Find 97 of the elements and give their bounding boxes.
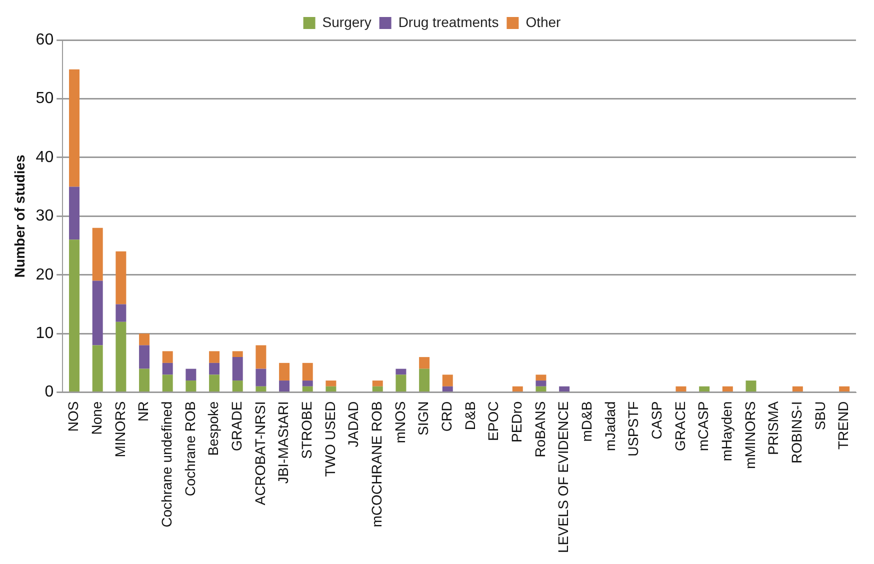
bar	[559, 386, 570, 392]
x-tick-label: PEDro	[508, 401, 524, 443]
bar	[116, 251, 126, 304]
x-tick-label: mD&B	[578, 401, 594, 442]
bar	[536, 380, 546, 386]
x-tick-label: CRD	[438, 401, 454, 432]
bar	[69, 186, 80, 240]
bar	[139, 345, 150, 369]
x-tick-label: TWO USED	[322, 401, 338, 477]
bar	[442, 374, 453, 386]
y-tick-label: 30	[36, 208, 54, 225]
bar	[69, 240, 80, 392]
bar	[232, 357, 243, 381]
bar	[186, 380, 196, 392]
y-axis-title: Number of studies	[11, 154, 28, 278]
bar	[419, 368, 430, 392]
bar	[839, 386, 850, 392]
bar	[209, 362, 220, 375]
bar	[279, 380, 290, 392]
bar	[232, 380, 243, 392]
x-tick-label: USPSTF	[625, 401, 642, 457]
bar	[232, 351, 243, 358]
bar	[676, 386, 686, 392]
x-tick-label: mMINORS	[742, 401, 758, 469]
x-tick-label: PRISMA	[765, 400, 782, 455]
x-tick-label: Cochrane undefined	[158, 401, 174, 528]
bar	[92, 280, 103, 346]
bar	[512, 386, 523, 392]
bar	[69, 69, 80, 187]
x-tick-label: NOS	[65, 401, 82, 432]
bar	[372, 380, 383, 386]
bar	[536, 374, 546, 381]
bar	[442, 386, 453, 392]
x-tick-label: TREND	[835, 401, 852, 450]
bar	[139, 368, 150, 392]
x-tick-label: RoBANS	[532, 401, 548, 458]
y-tick-label: 60	[36, 31, 54, 48]
bar	[92, 345, 103, 392]
x-tick-label: LEVELS OF EVIDENCE	[555, 401, 572, 553]
x-tick-label: Cochrane ROB	[182, 401, 198, 496]
x-tick-label: SIGN	[415, 401, 432, 436]
bar	[302, 386, 313, 392]
bar	[116, 304, 126, 322]
y-tick-label: 20	[36, 266, 54, 284]
bar	[139, 334, 150, 346]
x-tick-label: JBI-MAStARI	[275, 401, 292, 484]
bar	[209, 374, 220, 392]
bar	[699, 386, 710, 392]
x-tick-label: CASP	[648, 401, 665, 440]
bar	[302, 362, 313, 381]
bar	[256, 345, 266, 369]
x-tick-label: mNOS	[392, 401, 408, 444]
bar	[92, 228, 103, 281]
legend-label: Other	[526, 14, 562, 30]
bar	[746, 380, 756, 392]
x-tick-label: ROBINS-I	[788, 401, 805, 464]
bar	[162, 374, 173, 392]
y-tick-label: 50	[36, 90, 54, 108]
x-tick-label: GRACE	[672, 401, 688, 452]
x-tick-label: SBU	[812, 401, 828, 430]
x-tick-label: JADAD	[345, 401, 362, 448]
x-tick-label: mJadad	[602, 401, 618, 452]
bar	[396, 374, 406, 392]
x-tick-label: mHayden	[718, 401, 735, 462]
bar	[162, 362, 173, 375]
bar	[256, 368, 266, 386]
x-tick-label: STROBE	[298, 401, 314, 459]
bar	[419, 357, 430, 369]
x-tick-label: EPOC	[485, 401, 502, 441]
x-tick-label: GRADE	[228, 401, 244, 452]
bar	[162, 351, 173, 363]
x-tick-label: MINORS	[112, 401, 128, 458]
legend-label: Surgery	[322, 14, 372, 30]
bar	[302, 380, 313, 386]
bar	[116, 322, 126, 392]
bar	[326, 380, 336, 386]
x-tick-label: D&B	[462, 401, 478, 430]
bar	[372, 386, 383, 392]
x-tick-label: None	[88, 401, 104, 435]
x-tick-label: mCASP	[695, 401, 712, 452]
x-tick-label: Bespoke	[205, 401, 222, 456]
bar	[792, 386, 803, 392]
bar	[326, 386, 336, 392]
x-tick-label: mCOCHRANE ROB	[368, 401, 384, 528]
bar	[256, 386, 266, 392]
y-tick-label: 0	[44, 384, 54, 401]
y-tick-label: 40	[36, 148, 54, 166]
x-tick-label: ACROBAT-NRSI	[252, 401, 268, 506]
bar	[209, 351, 220, 363]
x-tick-label: NR	[135, 401, 152, 422]
bar	[186, 368, 196, 381]
legend-label: Drug treatments	[398, 14, 499, 30]
bar	[536, 386, 546, 392]
bar	[722, 386, 733, 392]
y-tick-label: 10	[36, 324, 54, 342]
bar	[396, 368, 406, 375]
bar	[279, 362, 290, 381]
